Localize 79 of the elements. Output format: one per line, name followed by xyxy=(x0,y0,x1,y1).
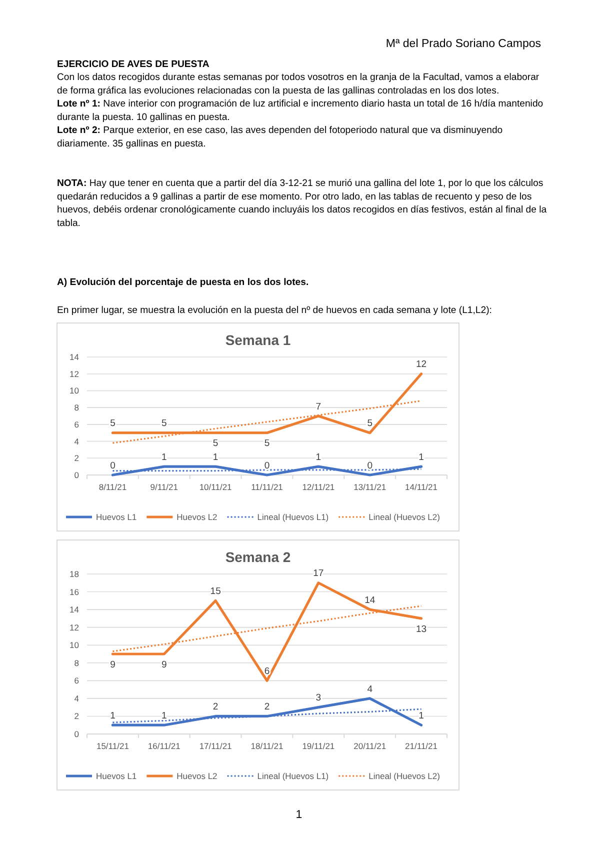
legend-label: Huevos L2 xyxy=(176,770,218,781)
text: En primer lugar, se muestra la evolución en la puesta del nº de huevos en cada semana y lote (L1,L2): xyxy=(57,305,492,316)
x-tick-label: 15/11/21 xyxy=(96,741,130,751)
data-label: 2 xyxy=(264,702,270,713)
text: Lote nº 2: Parque exterior, en ese caso, las aves dependen del fotoperiodo natural que va disminuyendo diariamente. 35 gallinas en puesta. xyxy=(57,125,503,150)
x-tick-label: 10/11/21 xyxy=(199,482,232,492)
y-tick-label: 10 xyxy=(70,640,80,650)
data-label: 3 xyxy=(316,692,322,704)
data-label: 5 xyxy=(110,418,116,430)
y-tick-label: 0 xyxy=(74,728,80,739)
data-label: 15 xyxy=(210,586,221,597)
x-tick-label: 13/11/21 xyxy=(354,482,386,492)
data-label: 9 xyxy=(110,659,116,670)
legend-label: Huevos L1 xyxy=(96,770,137,781)
data-label: 14 xyxy=(364,594,376,606)
y-tick-label: 8 xyxy=(74,402,80,413)
data-label: 0 xyxy=(110,460,116,472)
data-label: 5 xyxy=(264,438,270,450)
data-label: 5 xyxy=(367,418,373,430)
legend-label: Huevos L2 xyxy=(176,512,218,522)
y-tick-label: 0 xyxy=(74,470,80,480)
y-tick-label: 4 xyxy=(74,693,80,704)
y-tick-label: 8 xyxy=(74,658,80,668)
x-tick-label: 20/11/21 xyxy=(354,741,386,751)
data-label: 5 xyxy=(212,438,218,450)
data-label: 1 xyxy=(418,710,424,722)
y-tick-label: 12 xyxy=(70,368,80,379)
x-tick-label: 9/11/21 xyxy=(150,482,178,492)
text: Lote nº 1: Nave interior con programación de luz artificial e incremento diario hasta un total de 16 h/día mantenido durante la puesta. 10 gallinas en puesta. xyxy=(57,98,544,123)
legend-label: Lineal (Huevos L2) xyxy=(368,512,440,522)
y-tick-label: 10 xyxy=(70,386,80,396)
text: Mª del Prado Soriano Campos xyxy=(386,38,542,50)
data-label: 1 xyxy=(212,452,218,463)
x-tick-label: 14/11/21 xyxy=(405,482,438,492)
data-label: 12 xyxy=(416,359,427,370)
y-tick-label: 14 xyxy=(70,352,80,362)
y-tick-label: 12 xyxy=(70,622,80,632)
text: EJERCICIO DE AVES DE PUESTA xyxy=(57,59,210,70)
data-label: 1 xyxy=(161,710,167,722)
data-label: 0 xyxy=(367,460,373,472)
y-tick-label: 14 xyxy=(70,604,80,615)
x-tick-label: 19/11/21 xyxy=(302,741,335,751)
x-tick-label: 18/11/21 xyxy=(250,741,284,751)
legend-label: Huevos L1 xyxy=(96,512,137,522)
data-label: 0 xyxy=(264,460,270,472)
data-label: 9 xyxy=(161,659,167,670)
text: 1 xyxy=(296,809,302,821)
data-label: 1 xyxy=(316,452,322,463)
x-tick-label: 8/11/21 xyxy=(98,482,127,492)
data-label: 1 xyxy=(161,452,167,463)
chart-title: Semana 2 xyxy=(225,549,291,565)
legend-label: Lineal (Huevos L1) xyxy=(257,512,329,522)
data-label: 1 xyxy=(110,710,116,722)
text: A) Evolución del porcentaje de puesta en los dos lotes. xyxy=(57,277,309,288)
chart-title: Semana 1 xyxy=(225,332,291,348)
x-tick-label: 17/11/21 xyxy=(199,741,232,751)
y-tick-label: 4 xyxy=(74,436,80,446)
x-tick-label: 11/11/21 xyxy=(251,482,284,492)
data-label: 5 xyxy=(161,418,167,430)
y-tick-label: 16 xyxy=(70,586,80,597)
data-label: 2 xyxy=(212,702,218,713)
legend-label: Lineal (Huevos L2) xyxy=(368,770,440,781)
text: NOTA: Hay que tener en cuenta que a partir del día 3-12-21 se murió una gallina del lote 1, por lo que los cálculos quedarán reducidos a 9 gallinas a partir de ese momento. Por otro lado, en las tablas de recuento y peso de los huevos, debéis ordenar cronológicamente cuando incluyáis los datos recogidos en días festivos, están al final de la tabla. xyxy=(57,178,548,229)
data-label: 6 xyxy=(264,666,270,677)
data-label: 7 xyxy=(316,401,322,412)
data-label: 13 xyxy=(416,624,427,635)
legend-label: Lineal (Huevos L1) xyxy=(257,770,329,781)
text: Con los datos recogidos durante estas semanas por todos vosotros en la granja de la Facultad, vamos a elaborar de forma gráfica las evoluciones relacionadas con la puesta de las gallinas controladas en los dos lotes. xyxy=(57,72,540,96)
y-tick-label: 6 xyxy=(74,676,80,686)
y-tick-label: 18 xyxy=(70,568,80,579)
x-tick-label: 16/11/21 xyxy=(148,741,181,751)
data-label: 1 xyxy=(418,452,424,463)
data-label: 4 xyxy=(367,684,373,695)
data-label: 17 xyxy=(313,568,324,580)
x-tick-label: 21/11/21 xyxy=(405,741,438,751)
y-tick-label: 2 xyxy=(74,453,80,464)
x-tick-label: 12/11/21 xyxy=(302,482,335,492)
y-tick-label: 2 xyxy=(74,711,80,722)
y-tick-label: 6 xyxy=(74,419,80,430)
